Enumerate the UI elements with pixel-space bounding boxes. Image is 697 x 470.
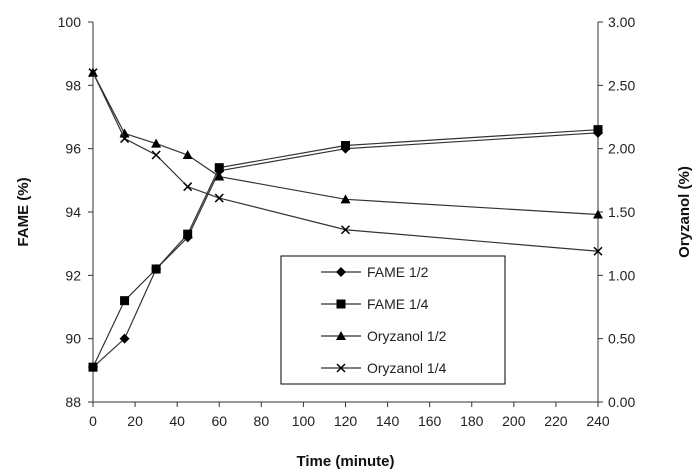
x-tick-label: 200 (502, 413, 526, 429)
legend-label: Oryzanol 1/2 (367, 328, 447, 344)
y-right-tick-label: 1.00 (608, 267, 635, 283)
x-marker-stroke (151, 150, 161, 160)
y-left-tick-label: 88 (65, 394, 81, 410)
data-point (341, 141, 350, 150)
data-point (120, 134, 130, 144)
data-point (593, 209, 603, 219)
x-tick-label: 140 (376, 413, 400, 429)
x-marker-stroke (88, 68, 98, 78)
y-left-tick-label: 90 (65, 331, 81, 347)
x-marker-stroke (214, 193, 224, 203)
legend-box (280, 255, 506, 385)
legend-marker (336, 331, 346, 340)
x-tick-label: 160 (418, 413, 442, 429)
y-right-axis-title: Oryzanol (%) (676, 166, 693, 258)
series-layer (88, 67, 603, 373)
x-tick-label: 100 (292, 413, 316, 429)
x-tick-label: 0 (89, 413, 97, 429)
x-marker-stroke (593, 246, 603, 256)
legend: FAME 1/2 FAME 1/4 Oryzanol 1/2 Oryzanol 1/4 (280, 255, 506, 385)
legend-marker (336, 299, 346, 309)
data-point (183, 229, 193, 239)
y-right-tick-label: 2.50 (608, 77, 635, 93)
data-point (214, 163, 224, 173)
x-tick-label: 20 (127, 413, 143, 429)
legend-label: Oryzanol 1/4 (367, 360, 447, 376)
legend-entry: Oryzanol 1/4 (321, 360, 447, 376)
data-point (340, 194, 351, 204)
data-point (593, 246, 603, 256)
series-line (92, 72, 599, 252)
data-point (183, 182, 193, 192)
axes: 0 20 40 60 80 100 120 140 160 180 200 220 240 88 90 92 9… (58, 14, 636, 429)
y-right-tick-label: 0.50 (608, 331, 635, 347)
data-point (151, 264, 161, 274)
x-marker-stroke (120, 134, 130, 144)
legend-entry: Oryzanol 1/2 (321, 328, 447, 344)
x-tick-label: 240 (586, 413, 610, 429)
legend-marker (336, 267, 346, 277)
y-left-tick-label: 92 (65, 267, 81, 283)
data-point (119, 333, 130, 344)
legend-marker (336, 363, 346, 373)
data-point (214, 193, 224, 203)
y-left-tick-label: 94 (65, 204, 81, 220)
x-axis-title: Time (minute) (296, 453, 394, 470)
data-point (88, 68, 98, 78)
x-marker-stroke (183, 182, 193, 192)
y-left-tick-label: 100 (58, 14, 82, 30)
data-point (182, 150, 193, 159)
data-point (151, 150, 161, 160)
x-tick-label: 60 (211, 413, 227, 429)
series-4 (88, 68, 603, 256)
y-left-tick-label: 96 (65, 141, 81, 157)
y-left-axis-title: FAME (%) (15, 177, 32, 246)
y-right-tick-label: 1.50 (608, 204, 635, 220)
data-point (214, 171, 225, 181)
x-tick-label: 80 (254, 413, 270, 429)
legend-entry: FAME 1/2 (321, 264, 429, 280)
y-right-tick-label: 3.00 (608, 14, 635, 30)
legend-entry: FAME 1/4 (321, 296, 429, 312)
legend-label: FAME 1/4 (367, 296, 429, 312)
data-point (120, 296, 130, 306)
legend-label: FAME 1/2 (367, 264, 429, 280)
y-right-tick-label: 0.00 (608, 394, 635, 410)
x-tick-label: 180 (460, 413, 484, 429)
series-2 (88, 125, 603, 372)
data-point (151, 138, 162, 148)
data-point (593, 125, 603, 135)
data-point (88, 362, 98, 372)
x-tick-label: 220 (544, 413, 568, 429)
y-left-tick-label: 98 (65, 77, 81, 93)
x-marker-stroke (336, 363, 346, 373)
data-point (340, 225, 351, 235)
x-tick-label: 120 (334, 413, 358, 429)
x-tick-label: 40 (169, 413, 185, 429)
y-right-tick-label: 2.00 (608, 141, 635, 157)
data-point (119, 128, 130, 138)
x-marker-stroke (340, 225, 351, 235)
